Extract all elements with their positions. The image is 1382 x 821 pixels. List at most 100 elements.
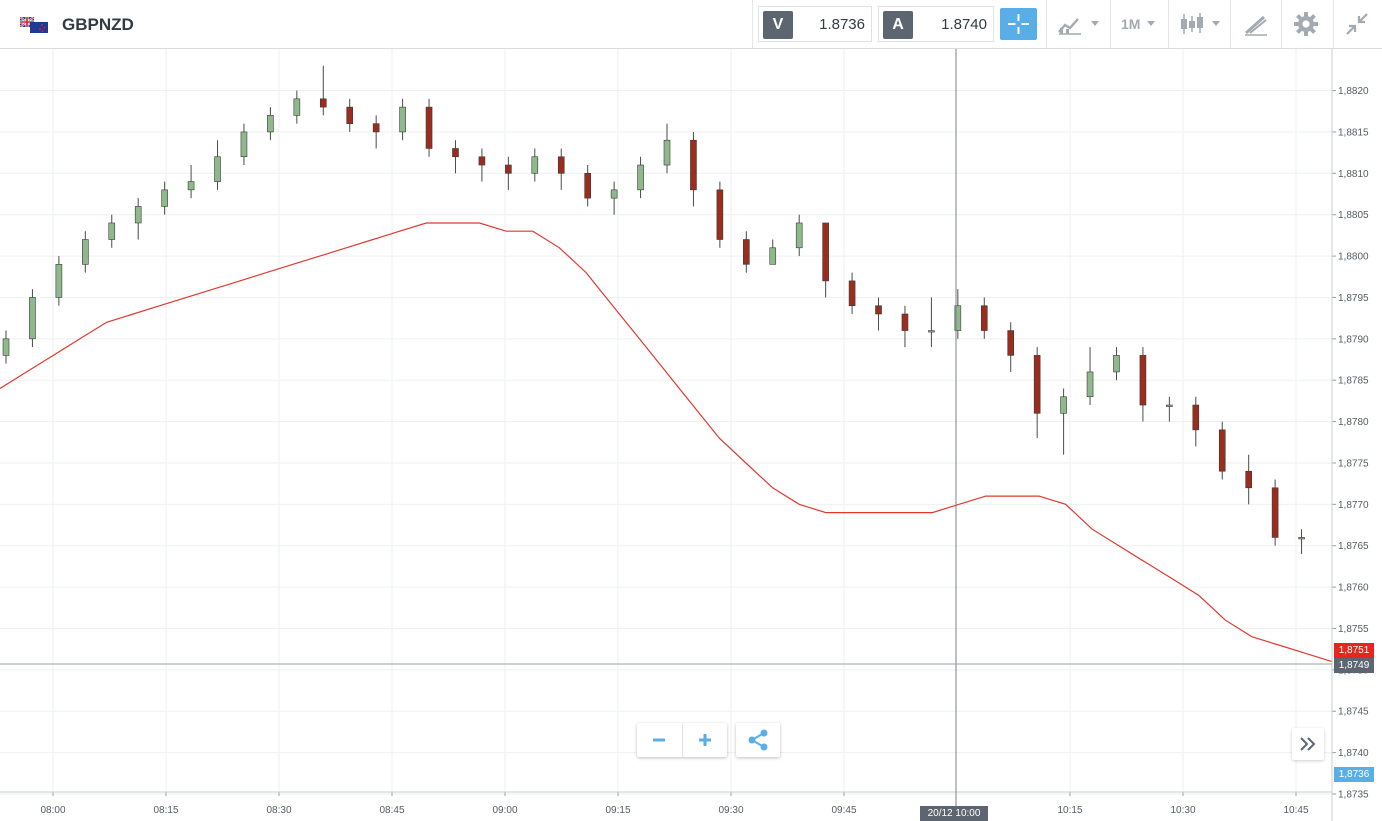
divider bbox=[1333, 0, 1334, 48]
chart-axes: 1,8820 1,8815 1,8810 1,8805 1,8800 1,8795 1,87… bbox=[0, 49, 1369, 821]
candle bbox=[848, 272, 856, 314]
y-tick-label: 1,8810 bbox=[1338, 169, 1369, 180]
candle bbox=[452, 140, 459, 174]
price-chart[interactable]: 1,8820 1,8815 1,8810 1,8805 1,8800 1,8795 1,87… bbox=[0, 49, 1382, 821]
chevron-down-icon bbox=[1212, 21, 1220, 26]
ma-price-badge: 1,8751 bbox=[1334, 643, 1374, 658]
candle bbox=[2, 330, 10, 364]
chevron-down-icon bbox=[1091, 21, 1099, 26]
ma-line-path bbox=[0, 222, 1333, 663]
candle bbox=[716, 181, 724, 248]
divider bbox=[1168, 0, 1169, 48]
zoom-in-button[interactable] bbox=[682, 723, 727, 757]
candle bbox=[372, 115, 380, 149]
crosshair-button[interactable] bbox=[1000, 8, 1037, 40]
y-tick-label: 1,8735 bbox=[1338, 790, 1369, 801]
chart-type-icon bbox=[1058, 18, 1081, 35]
candle bbox=[557, 148, 565, 190]
x-tick-label: 09:30 bbox=[718, 805, 743, 816]
candle bbox=[425, 98, 433, 157]
x-tick-label: 10:45 bbox=[1283, 805, 1308, 816]
y-tick-label: 1,8785 bbox=[1338, 376, 1369, 387]
scroll-to-latest-button[interactable] bbox=[1292, 728, 1324, 760]
divider bbox=[1230, 0, 1231, 48]
candle bbox=[1166, 396, 1173, 422]
candle bbox=[795, 214, 803, 257]
buy-letter: A bbox=[883, 11, 913, 39]
zoom-out-button[interactable] bbox=[637, 723, 681, 757]
share-button[interactable] bbox=[736, 723, 780, 757]
candles-button[interactable] bbox=[1176, 8, 1226, 40]
zoom-controls bbox=[637, 723, 727, 757]
y-tick-label: 1,8800 bbox=[1338, 252, 1369, 263]
candle bbox=[980, 297, 988, 339]
symbol-title: GBPNZD bbox=[62, 15, 134, 34]
divider bbox=[1046, 0, 1047, 48]
candle bbox=[214, 140, 221, 190]
buy-price: 1.8740 bbox=[941, 16, 987, 33]
buy-quote-button[interactable]: A 1.8740 bbox=[878, 6, 994, 42]
y-tick-label: 1,8755 bbox=[1338, 624, 1369, 635]
y-tick-label: 1,8740 bbox=[1338, 748, 1369, 759]
candle bbox=[954, 289, 962, 339]
double-chevron-right-icon bbox=[1300, 737, 1316, 751]
settings-button[interactable] bbox=[1290, 8, 1324, 40]
sell-price: 1.8736 bbox=[819, 16, 865, 33]
timeframe-label: 1M bbox=[1121, 16, 1141, 32]
chart-header: GBPNZD V 1.8736 A 1.8740 bbox=[0, 0, 1382, 49]
y-tick-label: 1,8820 bbox=[1338, 86, 1369, 97]
candle bbox=[928, 297, 935, 348]
chart-type-button[interactable] bbox=[1054, 8, 1104, 40]
crosshair-time-label: 20/12 10:00 bbox=[920, 806, 988, 821]
x-tick-label: 08:15 bbox=[153, 805, 178, 816]
x-tick-label: 09:00 bbox=[492, 805, 517, 816]
x-tick-label: 10:15 bbox=[1057, 805, 1082, 816]
candle bbox=[690, 131, 697, 207]
drawing-tool-button[interactable] bbox=[1240, 8, 1274, 40]
candle bbox=[399, 98, 406, 141]
plus-icon bbox=[699, 734, 711, 746]
crosshair-price-badge: 1,8749 bbox=[1334, 658, 1374, 673]
last-price-badge: 1,8736 bbox=[1334, 767, 1374, 782]
chart-grid bbox=[0, 49, 1332, 795]
candle bbox=[663, 123, 671, 174]
divider bbox=[1281, 0, 1282, 48]
candle bbox=[610, 181, 618, 215]
sell-quote-button[interactable]: V 1.8736 bbox=[758, 6, 872, 42]
candle bbox=[1298, 529, 1305, 554]
candle bbox=[1113, 347, 1120, 381]
candles-icon bbox=[1181, 13, 1203, 34]
timeframe-button[interactable] bbox=[1116, 8, 1166, 40]
y-tick-label: 1,8770 bbox=[1338, 500, 1369, 511]
candle bbox=[901, 305, 909, 348]
candle bbox=[55, 256, 63, 306]
candle bbox=[1218, 421, 1226, 480]
minus-icon bbox=[653, 738, 665, 742]
candle-series bbox=[2, 65, 1305, 554]
candle bbox=[478, 148, 486, 182]
candle bbox=[319, 65, 327, 116]
divider bbox=[1110, 0, 1111, 48]
y-tick-label: 1,8760 bbox=[1338, 583, 1369, 594]
candle bbox=[1192, 396, 1200, 447]
y-tick-label: 1,8795 bbox=[1338, 293, 1369, 304]
y-tick-label: 1,8805 bbox=[1338, 210, 1369, 221]
candle bbox=[743, 231, 750, 273]
y-tick-label: 1,8775 bbox=[1338, 458, 1369, 469]
candle bbox=[1086, 347, 1094, 406]
x-tick-label: 09:45 bbox=[831, 805, 856, 816]
divider bbox=[752, 0, 753, 48]
moving-average-line bbox=[0, 222, 1333, 663]
candle bbox=[134, 198, 142, 240]
candle bbox=[346, 98, 354, 132]
x-tick-label: 08:45 bbox=[379, 805, 404, 816]
x-tick-label: 08:00 bbox=[40, 805, 65, 816]
candle bbox=[1033, 347, 1041, 439]
candle bbox=[531, 148, 539, 182]
chevron-down-icon bbox=[1147, 21, 1155, 26]
candle bbox=[187, 165, 195, 199]
y-tick-label: 1,8780 bbox=[1338, 417, 1369, 428]
sell-letter: V bbox=[763, 11, 793, 39]
collapse-button[interactable] bbox=[1341, 8, 1375, 40]
